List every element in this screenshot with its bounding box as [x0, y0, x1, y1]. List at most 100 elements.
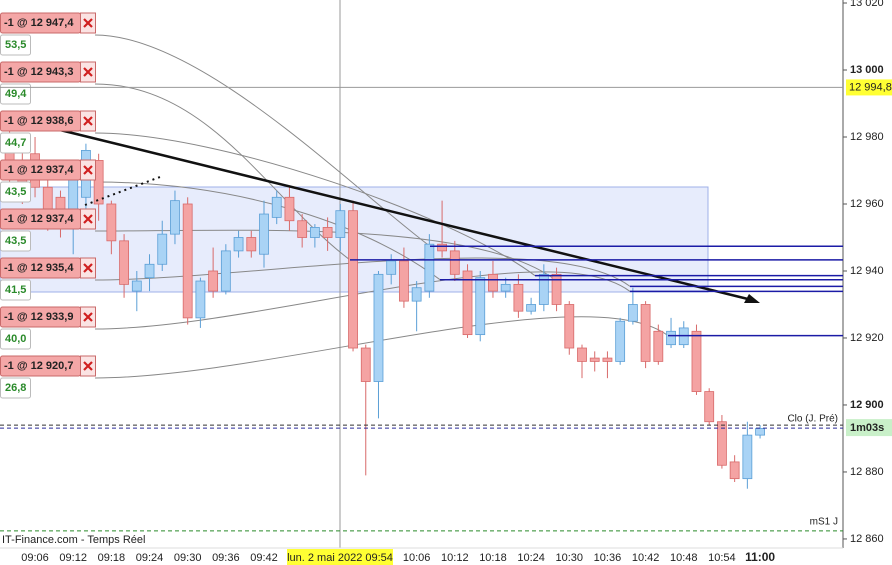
candle-down	[182, 203, 193, 319]
candle-up	[335, 210, 346, 238]
candle-up	[195, 280, 206, 319]
candle-down	[360, 347, 371, 382]
order-label[interactable]: -1 @ 12 943,3	[0, 61, 96, 83]
crosshair-price-box	[846, 79, 892, 96]
reference-label: mS1 J	[810, 517, 838, 528]
candle-down	[246, 237, 257, 252]
candle-up	[615, 320, 626, 362]
candle-down	[208, 270, 219, 292]
result-box	[0, 230, 31, 252]
cancel-icon	[83, 214, 93, 224]
candle-down	[297, 220, 308, 238]
candle-down	[437, 243, 447, 252]
candle-up	[157, 233, 168, 265]
x-tick-label: 10:36	[594, 552, 622, 564]
trend-line[interactable]	[59, 128, 753, 302]
order-result: 43,5	[5, 235, 26, 247]
cancel-icon	[83, 312, 93, 322]
candle-down	[106, 203, 117, 242]
candle-up	[755, 428, 765, 436]
overlay: -1 @ 12 947,4 53,5 -1 @ 12 943,3 49,4 -1 @ 1…	[0, 12, 843, 399]
candle-down	[513, 283, 524, 312]
candle-down	[488, 273, 498, 292]
candle-up	[233, 237, 244, 252]
order-label[interactable]: -1 @ 12 920,7	[0, 355, 96, 377]
reference-label: Clo (J. Pré)	[787, 414, 838, 425]
candle-down	[119, 240, 129, 285]
order-cancel[interactable]	[80, 257, 96, 279]
y-tick-label: 12 900	[850, 399, 884, 411]
x-tick-label: 10:48	[670, 552, 698, 564]
cancel-icon	[83, 361, 93, 371]
order-result: 43,5	[5, 186, 26, 198]
candle-down	[729, 461, 740, 480]
trend-arrow	[744, 294, 760, 303]
candle-up	[271, 196, 282, 218]
candle-up	[742, 434, 753, 480]
order-label[interactable]: -1 @ 12 933,9	[0, 306, 96, 328]
order-result: 40,0	[5, 333, 26, 345]
result-box	[0, 328, 31, 350]
order-cancel[interactable]	[80, 355, 96, 377]
candle-down	[577, 347, 587, 362]
x-tick-label: 09:42	[250, 552, 278, 564]
order-text: -1 @ 12 938,6	[4, 115, 73, 127]
order-link	[94, 132, 536, 277]
order-cancel[interactable]	[80, 12, 96, 34]
candle-up	[500, 283, 511, 292]
candle-down	[348, 210, 358, 349]
order-cancel[interactable]	[80, 110, 96, 132]
candle-down	[284, 196, 295, 222]
order-cancel[interactable]	[80, 306, 96, 328]
crosshair-price: 12 994,8	[849, 81, 892, 93]
y-tick-label: 13 000	[850, 64, 884, 76]
x-tick-label: 09:18	[98, 552, 126, 564]
order-link	[94, 34, 431, 247]
order-result: 44,7	[5, 137, 26, 149]
x-tick-label: 10:24	[517, 552, 545, 564]
candle-down	[640, 304, 651, 362]
candle-up	[526, 304, 537, 312]
order-label[interactable]: -1 @ 12 935,4	[0, 257, 96, 279]
order-text: -1 @ 12 943,3	[4, 66, 73, 78]
result-box	[0, 83, 31, 105]
candle-up	[386, 260, 397, 275]
cancel-icon	[83, 116, 93, 126]
candle-down	[704, 391, 715, 423]
order-cancel[interactable]	[80, 159, 96, 181]
crosshair-time-box	[287, 549, 393, 565]
order-result: 53,5	[5, 39, 26, 51]
order-cancel[interactable]	[80, 208, 96, 230]
result-box	[0, 181, 31, 203]
candle-down	[42, 186, 53, 212]
candle-down	[564, 304, 575, 349]
x-tick-label: 09:36	[212, 552, 240, 564]
x-tick-label: 10:12	[441, 552, 469, 564]
order-link	[94, 316, 669, 379]
cancel-icon	[83, 67, 93, 77]
order-label[interactable]: -1 @ 12 947,4	[0, 12, 96, 34]
order-label[interactable]: -1 @ 12 938,6	[0, 110, 96, 132]
order-text: -1 @ 12 947,4	[4, 17, 74, 29]
crosshair-time: lun. 2 mai 2022 09:54	[287, 552, 393, 564]
x-tick-label: 09:12	[59, 552, 87, 564]
order-label[interactable]: -1 @ 12 937,4	[0, 159, 96, 181]
candle-down	[399, 260, 409, 302]
candle-up	[424, 243, 435, 292]
candle-up	[373, 273, 384, 382]
candle-up	[475, 277, 486, 336]
order-cancel[interactable]	[80, 61, 96, 83]
x-tick-label: 10:06	[403, 552, 431, 564]
candle-down	[602, 357, 613, 362]
order-result: 41,5	[5, 284, 26, 296]
order-text: -1 @ 12 937,4	[4, 164, 74, 176]
x-tick-label: 09:30	[174, 552, 202, 564]
y-tick-label: 12 940	[850, 265, 884, 277]
dotted-line[interactable]	[84, 176, 161, 206]
order-text: -1 @ 12 920,7	[4, 360, 73, 372]
candle-down	[589, 357, 600, 362]
candle-up	[220, 250, 231, 292]
order-label[interactable]: -1 @ 12 937,4	[0, 208, 96, 230]
order-text: -1 @ 12 937,4	[4, 213, 74, 225]
